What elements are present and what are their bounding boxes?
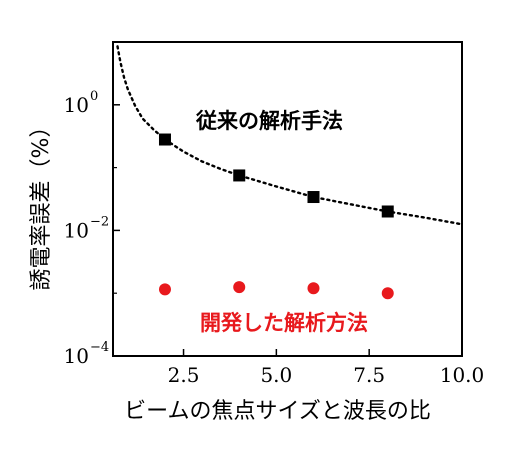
y-tick-label: 10	[64, 218, 89, 242]
y-tick-label: 10	[64, 93, 89, 117]
x-tick-label: 10.0	[440, 363, 485, 387]
x-tick-label: 7.5	[353, 363, 385, 387]
annotation-conventional-method: 従来の解析手法	[195, 109, 343, 133]
circle-marker	[307, 282, 320, 295]
y-tick-exponent: −4	[90, 340, 109, 355]
trend-line	[116, 45, 464, 226]
annotation-developed-method: 開発した解析方法	[200, 311, 368, 335]
x-axis-label: ビームの焦点サイズと波長の比	[124, 399, 431, 424]
square-marker	[158, 133, 171, 146]
x-tick-label: 5.0	[260, 363, 292, 387]
y-tick-exponent: 0	[90, 89, 98, 104]
x-tick-label: 2.5	[168, 363, 200, 387]
y-tick-exponent: −2	[90, 214, 109, 229]
trend-line-group	[116, 45, 464, 226]
y-tick-label: 10	[64, 344, 89, 368]
square-marker	[381, 205, 394, 218]
data-marks-group	[158, 133, 394, 300]
square-marker	[233, 169, 246, 182]
circle-marker	[233, 281, 246, 294]
square-marker	[307, 191, 320, 204]
circle-marker	[381, 287, 394, 300]
circle-marker	[158, 283, 171, 296]
y-axis-label: 誘電率誤差（%）	[29, 116, 54, 291]
plot-frame	[112, 41, 463, 357]
